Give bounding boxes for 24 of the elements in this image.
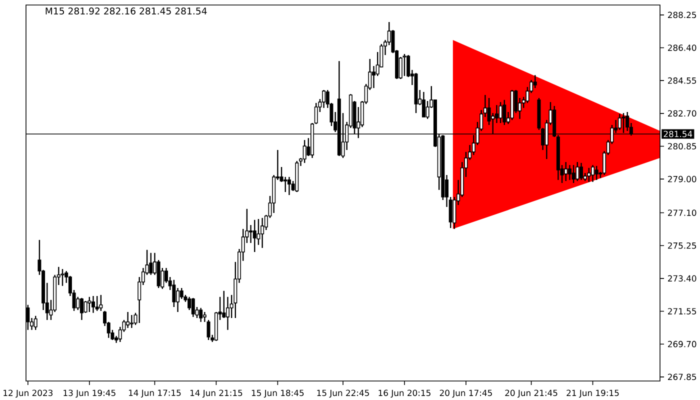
y-tick-label: 275.25 bbox=[668, 242, 696, 249]
y-tick-label: 279.00 bbox=[668, 176, 696, 182]
x-tick-label: 16 Jun 20:15 bbox=[378, 390, 430, 398]
x-tick-label: 20 Jun 21:45 bbox=[505, 390, 558, 398]
y-tick-label: 288.25 bbox=[668, 12, 696, 18]
x-tick-label: 15 Jun 18:45 bbox=[252, 390, 304, 398]
ref-line-label: 281.54 bbox=[664, 130, 692, 138]
y-tick-label: 271.55 bbox=[668, 308, 696, 314]
y-tick-label: 277.10 bbox=[668, 210, 696, 216]
y-tick-label: 269.70 bbox=[668, 340, 696, 348]
y-tick-label: 273.40 bbox=[668, 275, 696, 282]
y-tick-label: 280.85 bbox=[668, 143, 696, 150]
x-tick-label: 21 Jun 19:15 bbox=[566, 390, 619, 398]
x-tick-label: 14 Jun 21:15 bbox=[190, 390, 242, 398]
x-tick-label: 14 Jun 17:15 bbox=[128, 390, 181, 398]
y-tick-label: 282.70 bbox=[668, 110, 696, 117]
y-tick-label: 267.85 bbox=[668, 374, 696, 380]
x-tick-label: 15 Jun 22:45 bbox=[317, 390, 369, 398]
x-tick-label: 12 Jun 2023 bbox=[4, 390, 53, 398]
y-tick-label: 286.40 bbox=[668, 44, 696, 51]
y-tick-label: 284.55 bbox=[668, 77, 696, 84]
chart-title: M15 281.92 282.16 281.45 281.54 bbox=[46, 7, 207, 15]
x-tick-label: 13 Jun 19:45 bbox=[64, 390, 116, 398]
x-tick-label: 20 Jun 17:45 bbox=[440, 390, 492, 398]
